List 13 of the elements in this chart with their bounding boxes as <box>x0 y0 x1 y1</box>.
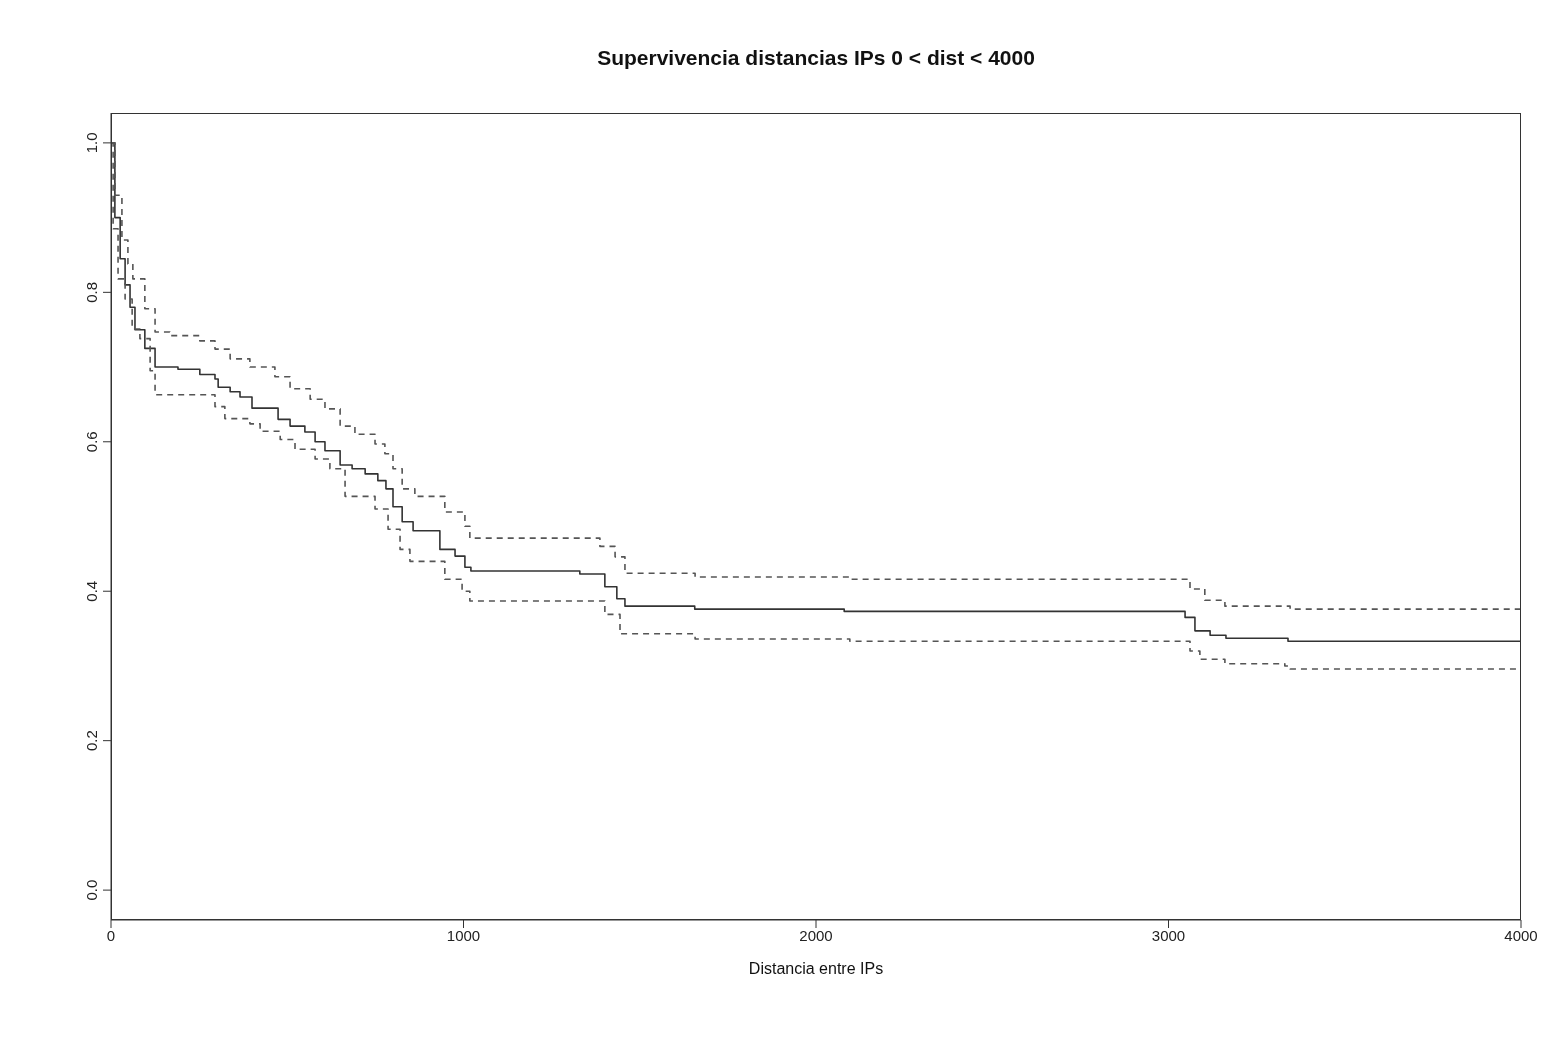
x-tick-label: 4000 <box>1504 926 1538 944</box>
y-tick-label: 0.8 <box>83 281 100 303</box>
y-tick-label: 0.6 <box>83 431 100 453</box>
x-tick-label: 3000 <box>1151 926 1186 944</box>
x-tick-label: 1000 <box>446 926 481 944</box>
y-tick-label: 0.4 <box>83 580 100 602</box>
x-axis-title: Distancia entre IPs <box>748 960 884 977</box>
y-tick-label: 1.0 <box>83 132 100 154</box>
chart-title: Supervivencia distancias IPs 0 < dist < 4000 <box>596 46 1036 70</box>
x-tick-label: 0 <box>106 926 116 944</box>
y-tick-label: 0.2 <box>83 730 100 752</box>
x-tick-label: 2000 <box>799 926 833 944</box>
y-tick-label: 0.0 <box>83 879 100 901</box>
